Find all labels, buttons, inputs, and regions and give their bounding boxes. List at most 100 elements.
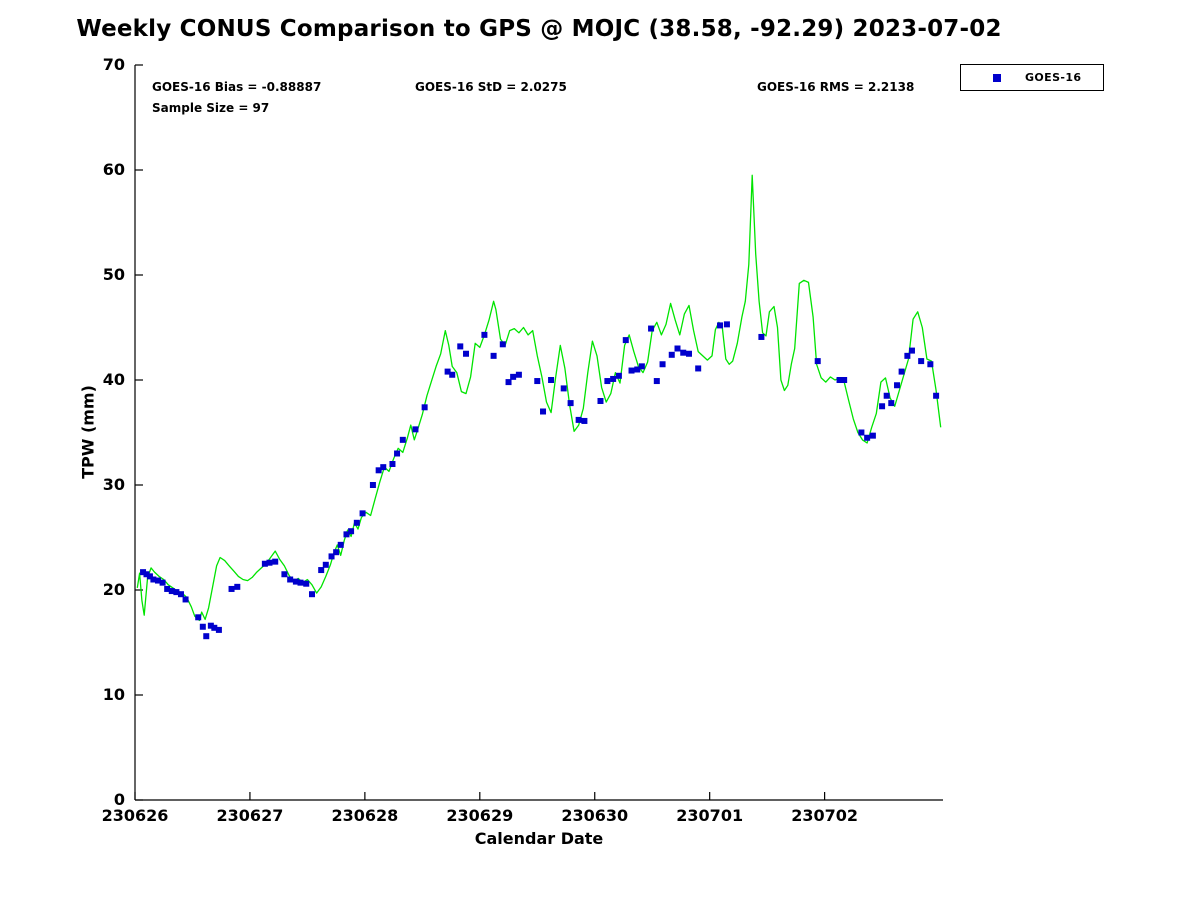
goes16-point xyxy=(164,585,171,592)
goes16-point xyxy=(463,350,470,357)
goes16-point xyxy=(653,378,660,385)
goes16-point xyxy=(333,549,340,556)
x-axis-label: Calendar Date xyxy=(474,829,604,848)
goes16-point xyxy=(814,358,821,365)
goes16-point xyxy=(143,571,150,578)
goes16-point xyxy=(717,322,724,329)
goes16-point xyxy=(634,366,641,373)
goes16-point xyxy=(281,571,288,578)
goes16-point xyxy=(168,588,175,595)
goes16-point xyxy=(615,372,622,379)
stat-bias: GOES-16 Bias = -0.88887 xyxy=(152,80,322,94)
goes16-point xyxy=(449,371,456,378)
x-tick-label: 230628 xyxy=(331,806,398,825)
goes16-point xyxy=(182,596,189,603)
y-tick-label: 10 xyxy=(103,685,125,704)
goes16-point xyxy=(864,434,871,441)
goes16-point xyxy=(348,528,355,535)
goes16-point xyxy=(933,392,940,399)
y-tick-label: 0 xyxy=(114,790,125,809)
goes16-point xyxy=(421,404,428,411)
goes16-point xyxy=(150,576,157,583)
goes16-point xyxy=(399,436,406,443)
goes16-point xyxy=(211,624,218,631)
goes16-point xyxy=(575,416,582,423)
goes16-point xyxy=(457,343,464,350)
goes16-point xyxy=(638,363,645,370)
y-axis-label: TPW (mm) xyxy=(78,385,98,479)
goes16-point xyxy=(195,614,202,621)
goes16-point xyxy=(328,553,335,560)
goes16-point xyxy=(898,368,905,375)
y-tick-label: 20 xyxy=(103,580,125,599)
goes16-point xyxy=(918,358,925,365)
goes16-point xyxy=(261,560,268,567)
goes16-point xyxy=(648,325,655,332)
stat-rms: GOES-16 RMS = 2.2138 xyxy=(757,80,915,94)
legend-label: GOES-16 xyxy=(1025,71,1082,84)
goes16-point xyxy=(499,341,506,348)
goes16-point xyxy=(540,408,547,415)
y-tick-label: 60 xyxy=(103,160,125,179)
goes16-point xyxy=(228,585,235,592)
goes16-point xyxy=(292,578,299,585)
goes16-point xyxy=(154,577,161,584)
goes16-point xyxy=(659,361,666,368)
goes16-point xyxy=(510,373,517,380)
goes16-point xyxy=(140,569,147,576)
goes16-point xyxy=(581,417,588,424)
goes16-point xyxy=(272,558,279,565)
goes16-point xyxy=(888,400,895,407)
goes16-point xyxy=(869,432,876,439)
goes16-point xyxy=(159,579,166,586)
goes16-point xyxy=(858,429,865,436)
goes16-point xyxy=(266,559,273,566)
goes16-point xyxy=(207,622,214,629)
goes16-point xyxy=(146,573,153,580)
goes16-point xyxy=(337,541,344,548)
goes16-point xyxy=(567,400,574,407)
goes16-point xyxy=(199,623,206,630)
legend: GOES-16 xyxy=(960,64,1104,91)
y-tick-label: 50 xyxy=(103,265,125,284)
goes16-point xyxy=(375,467,382,474)
goes16-point xyxy=(879,403,886,410)
x-tick-label: 230629 xyxy=(446,806,513,825)
goes16-point xyxy=(628,367,635,374)
axes-layer: 230626 230627 230628 230629 230630 230701 2307… xyxy=(102,55,943,825)
goes16-point xyxy=(668,351,675,358)
y-tick-label: 70 xyxy=(103,55,125,74)
goes16-point xyxy=(203,633,210,640)
goes16-point xyxy=(927,361,934,368)
goes16-point xyxy=(836,377,843,383)
x-tick-label: 230701 xyxy=(676,806,743,825)
goes16-point xyxy=(674,345,681,352)
stat-sample-size: Sample Size = 97 xyxy=(152,101,270,115)
x-tick-label: 230626 xyxy=(102,806,169,825)
goes16-point xyxy=(505,379,512,386)
goes16-point xyxy=(695,365,702,372)
goes16-point xyxy=(841,377,848,383)
gps-line xyxy=(136,174,942,622)
goes16-point xyxy=(597,398,604,404)
goes16-point xyxy=(723,321,730,328)
x-tick-label: 230627 xyxy=(217,806,284,825)
goes16-point xyxy=(685,350,692,357)
goes16-point xyxy=(389,461,396,467)
goes16-point xyxy=(490,352,497,359)
goes16-point xyxy=(481,331,488,338)
goes16-point xyxy=(622,337,629,344)
goes16-point xyxy=(412,426,419,433)
page-title: Weekly CONUS Comparison to GPS @ MOJC (3… xyxy=(76,16,1002,42)
goes16-point xyxy=(177,591,184,598)
goes16-point xyxy=(369,482,376,488)
goes16-point xyxy=(359,510,366,517)
goes16-point xyxy=(758,333,765,340)
goes16-point xyxy=(610,375,617,382)
goes16-point xyxy=(343,531,350,538)
goes16-point xyxy=(287,576,294,583)
goes16-point xyxy=(534,378,541,385)
stat-std: GOES-16 StD = 2.0275 xyxy=(415,80,567,94)
